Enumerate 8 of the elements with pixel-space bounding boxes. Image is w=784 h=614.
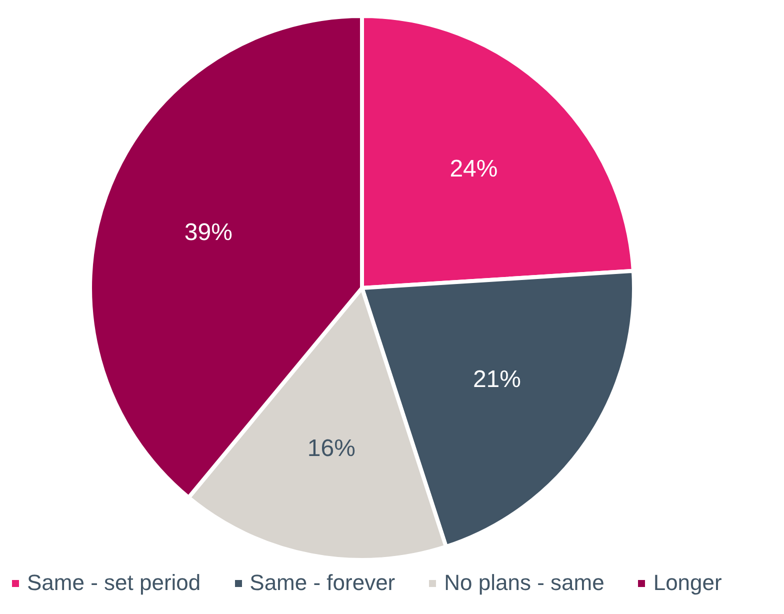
legend-label: Longer [653, 570, 722, 596]
data-label: 24% [450, 156, 498, 183]
legend-label: Same - set period [27, 570, 201, 596]
data-label: 39% [184, 219, 232, 246]
data-label: 16% [307, 434, 356, 462]
legend-label: No plans - same [444, 570, 604, 596]
legend-label: Same - forever [250, 570, 396, 596]
data-label: 21% [472, 366, 522, 394]
